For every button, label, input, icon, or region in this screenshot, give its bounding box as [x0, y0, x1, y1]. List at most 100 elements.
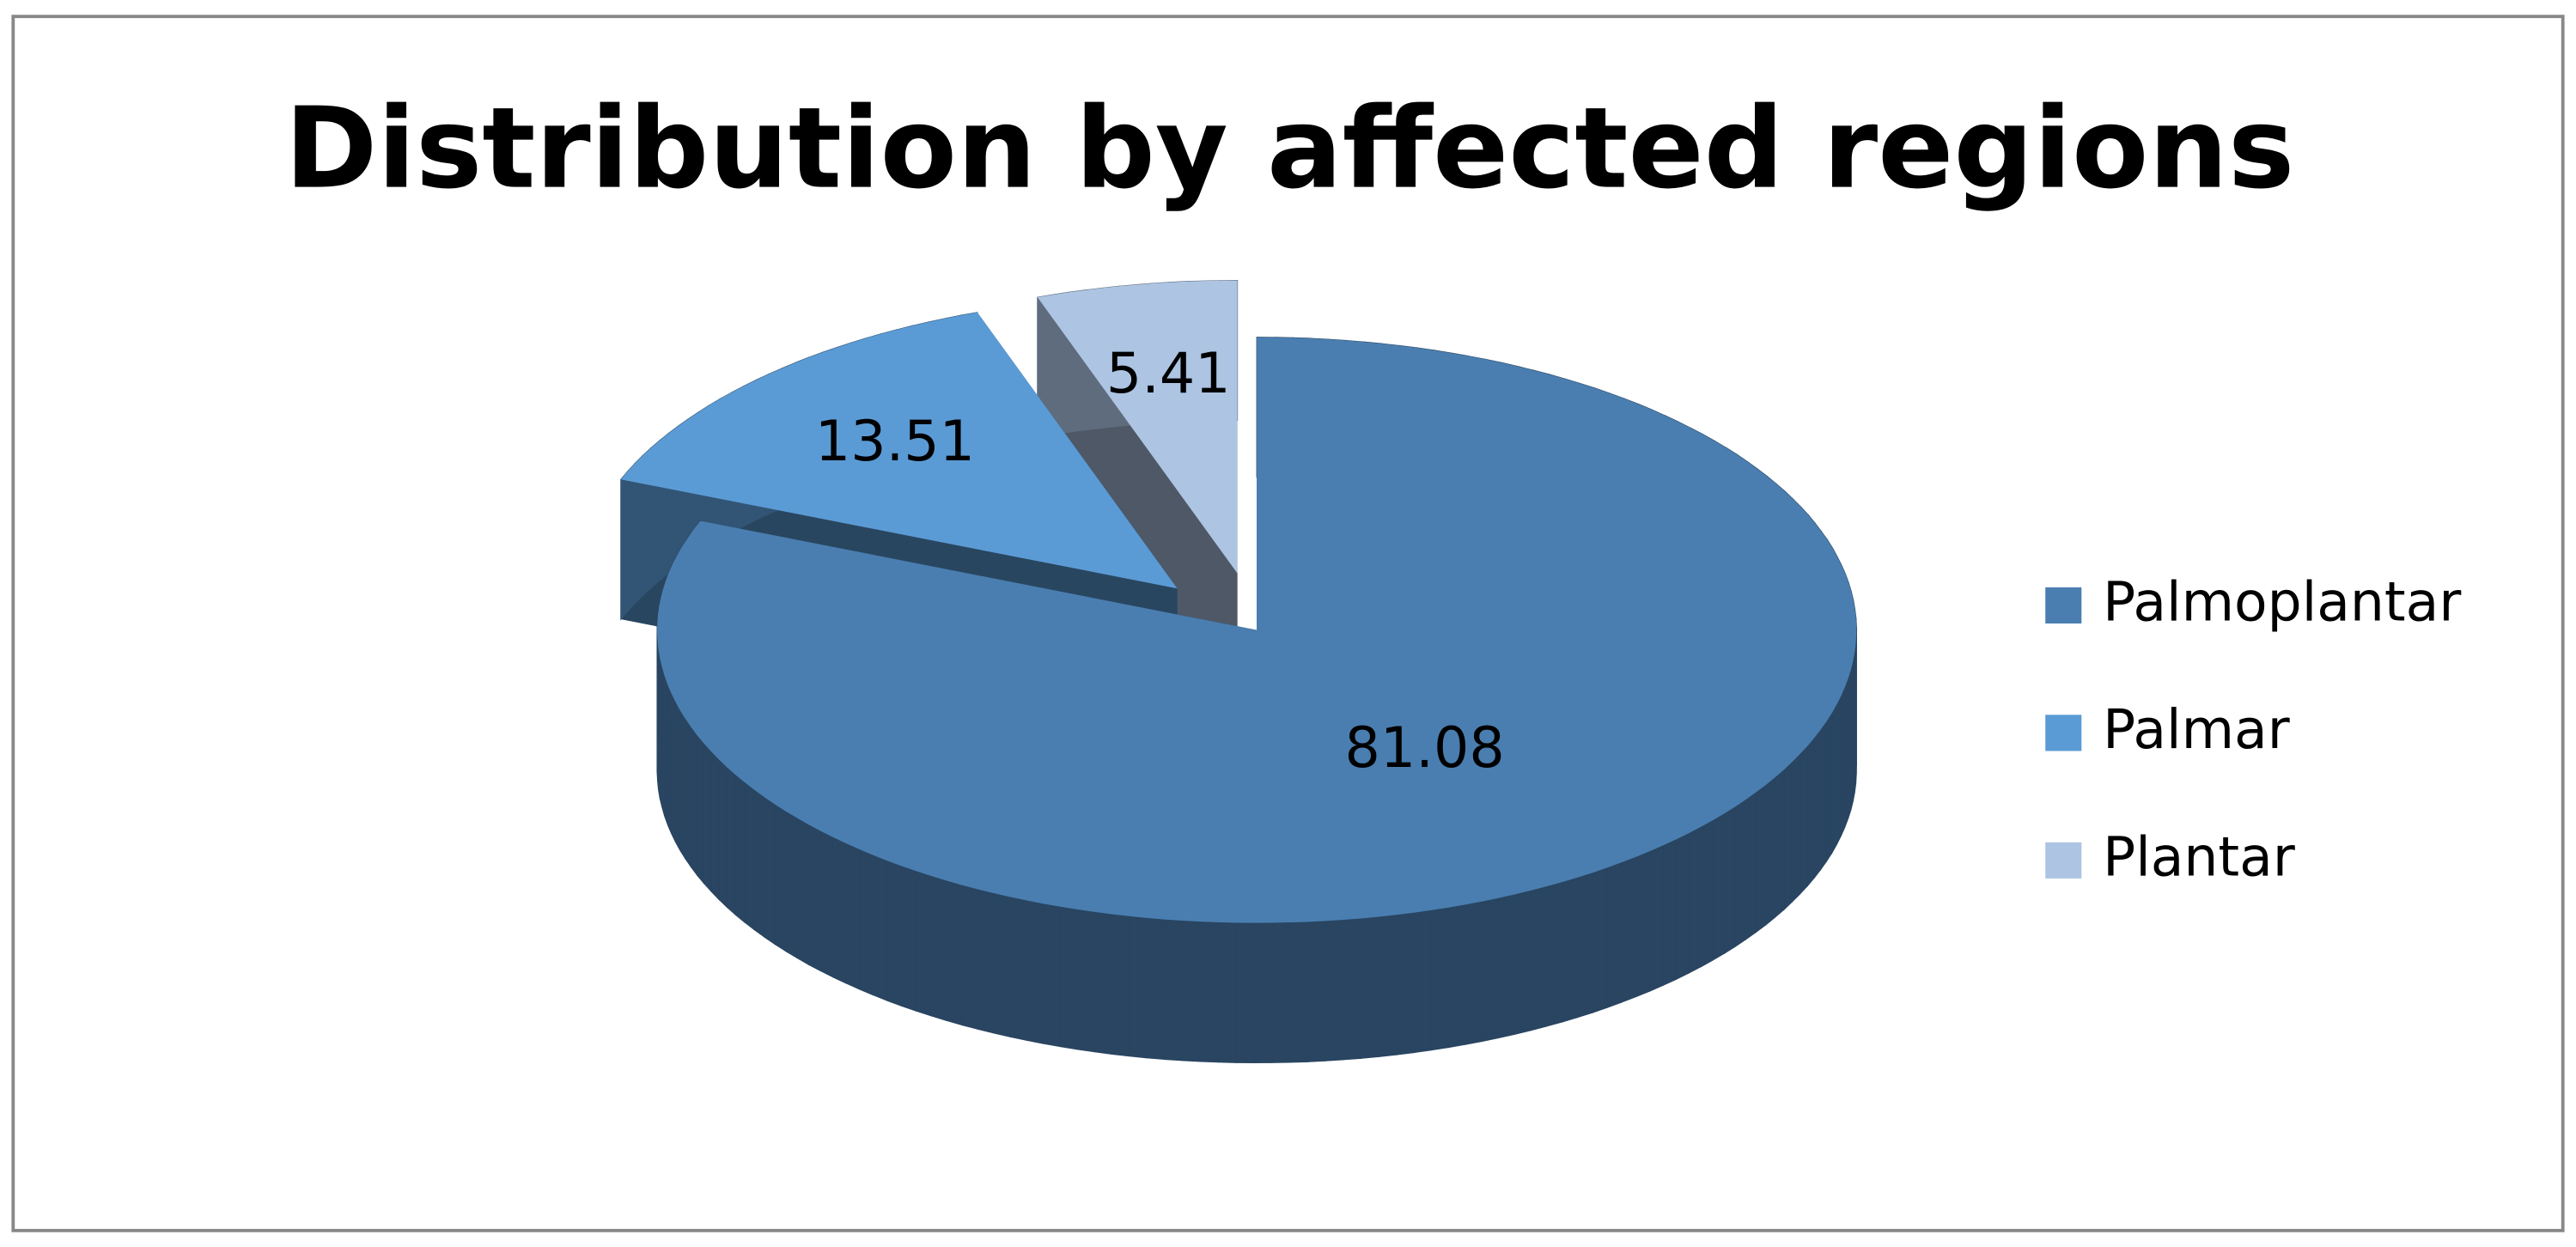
- slice-side: [1325, 919, 1344, 1061]
- slice-side: [1009, 896, 1027, 1041]
- slice-side: [1675, 832, 1690, 981]
- slice-side: [796, 817, 809, 966]
- slice-side: [993, 892, 1011, 1037]
- slice-side: [696, 733, 704, 885]
- slice-side: [674, 701, 681, 851]
- slice-side: [1163, 918, 1183, 1061]
- slice-side: [1765, 776, 1776, 926]
- slice-side: [1755, 783, 1767, 934]
- data-label: 81.08: [1345, 716, 1505, 781]
- slice-side: [1497, 893, 1516, 1039]
- slice-side: [1606, 861, 1623, 1008]
- slice-side: [872, 854, 888, 1001]
- slice-side: [1662, 838, 1677, 987]
- slice-side: [930, 875, 947, 1022]
- slice-side: [774, 803, 787, 952]
- slice-side: [764, 795, 776, 946]
- slice-side: [1806, 736, 1815, 888]
- slice-side: [1289, 921, 1309, 1063]
- slice-side: [1592, 867, 1608, 1013]
- slice-side: [1723, 806, 1736, 955]
- slice-side: [1026, 899, 1044, 1044]
- slice-side: [1128, 915, 1148, 1059]
- legend-label: Palmar: [2103, 697, 2290, 761]
- slice-side: [627, 462, 636, 613]
- slice-side: [1217, 922, 1237, 1063]
- slice-side: [726, 765, 736, 916]
- slice-side: [1343, 917, 1362, 1061]
- slice-side: [946, 879, 963, 1026]
- slice-side: [685, 716, 692, 869]
- slice-side: [1562, 876, 1579, 1023]
- slice-side: [753, 788, 765, 939]
- legend-swatch: [2045, 715, 2082, 751]
- slice-side: [1093, 911, 1112, 1055]
- slice-side: [1775, 769, 1785, 919]
- slice-side: [1840, 687, 1846, 836]
- slice-side: [718, 757, 728, 909]
- slice-side: [900, 865, 917, 1012]
- legend-swatch: [2045, 587, 2082, 624]
- slice-side: [1378, 914, 1398, 1058]
- slice-side: [977, 888, 995, 1034]
- slice-side: [620, 470, 629, 621]
- slice-side: [1270, 922, 1291, 1063]
- slice-side: [670, 692, 676, 842]
- slice-side: [1465, 901, 1483, 1045]
- slice-side: [1800, 745, 1808, 896]
- slice-side: [1635, 850, 1651, 998]
- slice-side: [1481, 897, 1499, 1043]
- pie: 81.08 13.51 5.41: [620, 280, 1857, 1064]
- slice-side: [1395, 912, 1415, 1055]
- slice-side: [961, 884, 978, 1030]
- slice-side: [785, 810, 798, 959]
- slice-side: [1076, 909, 1095, 1053]
- slice-side: [1430, 907, 1449, 1051]
- slice-side: [703, 741, 712, 893]
- legend: Palmoplantar Palmar Plantar: [2045, 569, 2461, 888]
- slice-side: [915, 870, 932, 1017]
- slice-side: [1253, 922, 1273, 1064]
- slice-side: [886, 860, 903, 1007]
- slice-side: [1700, 819, 1714, 968]
- slice-side: [1306, 920, 1326, 1062]
- slice-side: [1831, 703, 1837, 855]
- slice-side: [807, 824, 822, 972]
- slice-side: [1181, 920, 1201, 1062]
- slice: [1037, 280, 1238, 574]
- slice-side: [679, 708, 686, 861]
- slice-side: [710, 750, 720, 901]
- slice-side: [1819, 720, 1828, 872]
- slice-side: [832, 836, 847, 984]
- slice-side: [1447, 903, 1466, 1049]
- chart-title: Distribution by affected regions: [284, 83, 2294, 214]
- legend-label: Palmoplantar: [2103, 569, 2461, 633]
- slice-side: [1712, 812, 1726, 961]
- slice-side: [1361, 915, 1379, 1059]
- slice-side: [1530, 885, 1548, 1031]
- data-label: 5.41: [1106, 342, 1231, 406]
- slice-side: [1621, 855, 1636, 1003]
- slice-side: [1813, 728, 1822, 879]
- slice-side: [1235, 922, 1255, 1064]
- slice-side: [1146, 917, 1166, 1061]
- slice-side: [1734, 798, 1747, 948]
- slice-side: [1825, 711, 1833, 863]
- slice-side: [1111, 913, 1130, 1057]
- slice-side: [1413, 909, 1432, 1054]
- slice-side: [1791, 752, 1801, 903]
- slice-side: [1688, 825, 1702, 975]
- legend-label: Plantar: [2103, 824, 2295, 888]
- slice-side: [1042, 903, 1061, 1048]
- slice-side: [1783, 760, 1793, 911]
- slice: [657, 337, 1857, 923]
- slice-side: [744, 781, 755, 931]
- slice-side: [1745, 791, 1757, 940]
- slice-side: [1513, 890, 1532, 1036]
- slice-side: [1648, 844, 1664, 993]
- slice-side: [859, 849, 874, 996]
- slice-side: [734, 774, 746, 924]
- slice-side: [845, 842, 861, 990]
